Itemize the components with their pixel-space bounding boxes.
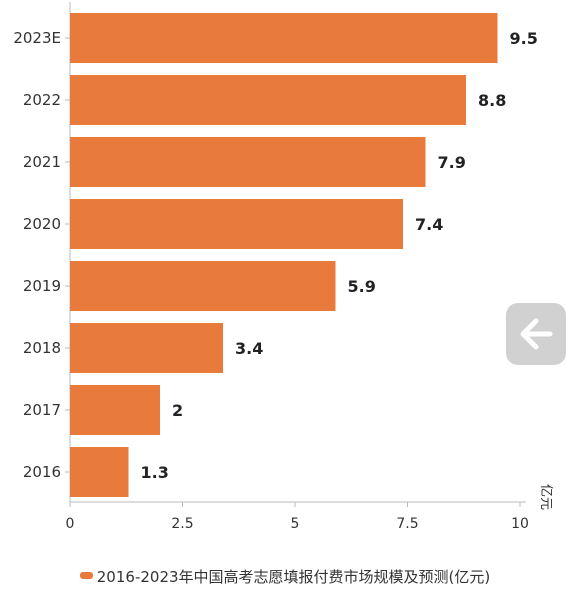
bar (70, 261, 336, 311)
category-label: 2022 (23, 91, 61, 109)
value-label: 9.5 (510, 29, 538, 48)
bar (70, 137, 426, 187)
value-label: 5.9 (348, 277, 376, 296)
x-tick-label: 5 (291, 516, 300, 532)
value-label: 3.4 (235, 339, 263, 358)
category-label: 2023E (13, 29, 61, 47)
bar (70, 13, 498, 63)
back-button[interactable] (506, 303, 566, 365)
x-tick-label: 7.5 (396, 516, 418, 532)
arrow-left-icon (520, 318, 553, 350)
legend-label: 2016-2023年中国高考志愿填报付费市场规模及预测(亿元) (96, 568, 491, 586)
x-tick-label: 0 (66, 516, 75, 532)
value-label: 8.8 (478, 91, 506, 110)
value-label: 1.3 (141, 463, 169, 482)
value-label: 7.4 (415, 215, 443, 234)
value-label: 7.9 (438, 153, 466, 172)
legend: 2016-2023年中国高考志愿填报付费市场规模及预测(亿元) (0, 566, 570, 587)
bar (70, 323, 223, 373)
bar (70, 199, 403, 249)
x-tick-label: 10 (511, 516, 529, 532)
category-label: 2016 (23, 463, 61, 481)
bar (70, 385, 160, 435)
category-label: 2021 (23, 153, 61, 171)
bar-chart: 0 2.5 5 7.5 10 亿元 2023E 9.5 2022 8.8 2021 7.9 2020 7.… (13, 2, 553, 532)
category-label: 2017 (23, 401, 61, 419)
value-label: 2 (172, 401, 183, 420)
legend-swatch (79, 572, 93, 579)
bar (70, 75, 466, 125)
unit-label: 亿元 (538, 484, 553, 510)
x-tick-label: 2.5 (171, 516, 193, 532)
category-label: 2020 (23, 215, 61, 233)
category-label: 2018 (23, 339, 61, 357)
category-label: 2019 (23, 277, 61, 295)
bar (70, 447, 129, 497)
